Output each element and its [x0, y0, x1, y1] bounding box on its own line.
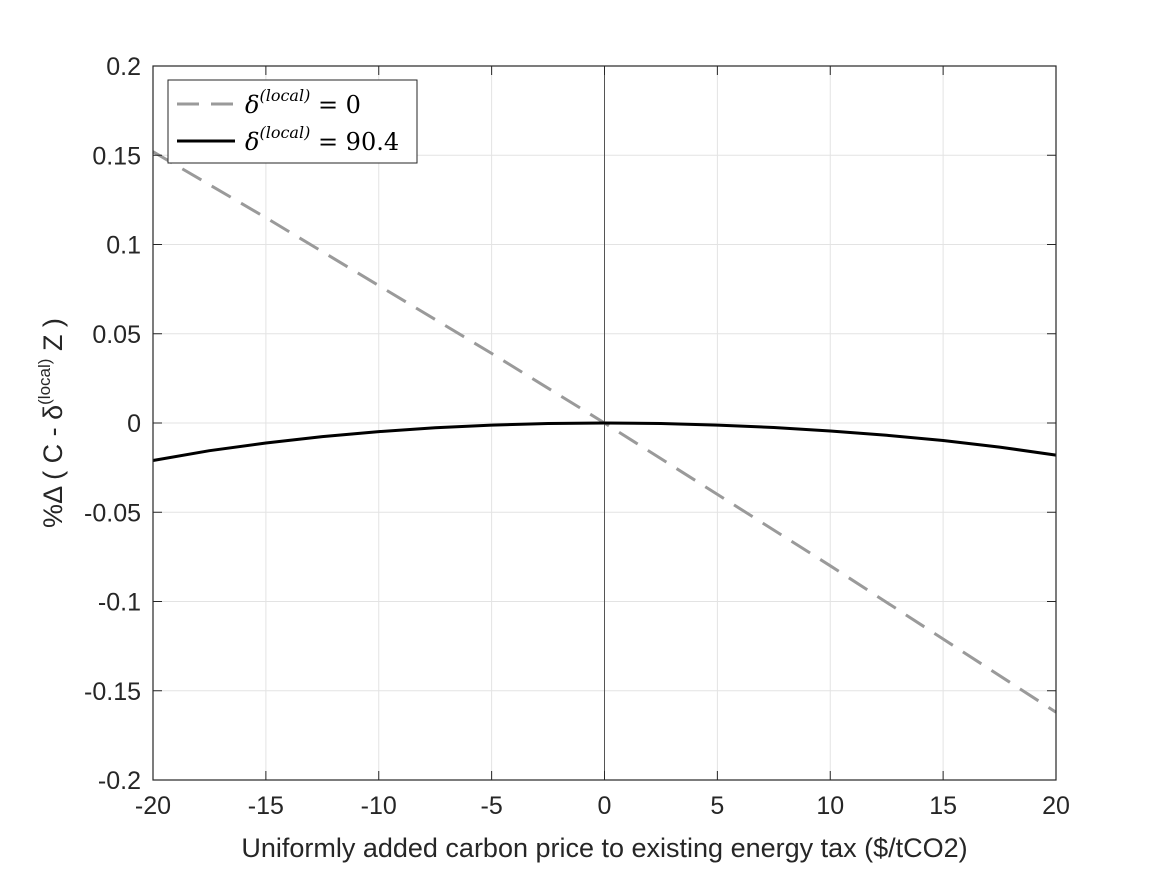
- legend-entry-1-sup: (local): [259, 86, 310, 105]
- legend-entry-2-rest: = 90.4: [310, 128, 399, 156]
- y-tick-label: 0.2: [106, 53, 141, 81]
- y-axis-label-suffix: Z ): [38, 318, 68, 359]
- legend-entry-series-1: δ(local) = 0: [245, 86, 361, 119]
- x-tick-label: 10: [816, 792, 844, 820]
- x-axis-label: Uniformly added carbon price to existing…: [241, 833, 967, 863]
- x-tick-label: 0: [598, 792, 612, 820]
- y-tick-label: -0.05: [84, 499, 141, 527]
- legend-entry-2-sup: (local): [259, 123, 310, 142]
- y-tick-label: -0.2: [98, 767, 141, 795]
- legend: δ(local) = 0 δ(local) = 90.4: [167, 79, 418, 164]
- y-tick-label: 0: [127, 410, 141, 438]
- x-tick-label: -20: [135, 792, 171, 820]
- series-line-2: [152, 421, 1057, 462]
- x-tick-label: -15: [248, 792, 284, 820]
- x-tick-label: 20: [1042, 792, 1070, 820]
- legend-entry-1-base: δ: [245, 91, 259, 119]
- series-layer: [152, 150, 1057, 714]
- y-tick-label: -0.1: [98, 589, 141, 617]
- legend-entry-1-rest: = 0: [310, 91, 361, 119]
- x-tick-label: -10: [361, 792, 397, 820]
- x-tick-label: 15: [929, 792, 957, 820]
- y-axis-label-sup: (local): [35, 359, 54, 405]
- tick-labels: -20 -15 -10 -5 0 5 10 15 20 -0.2 -0.15 -0.1 -0.05 0 0.…: [84, 53, 1070, 820]
- ticks: [152, 65, 1057, 781]
- legend-entry-2-base: δ: [245, 128, 259, 156]
- y-tick-label: 0.05: [92, 321, 141, 349]
- y-axis-label: %Δ ( C - δ(local) Z ): [35, 318, 68, 528]
- x-tick-label: 5: [710, 792, 724, 820]
- y-axis-label-prefix: %Δ ( C - δ: [38, 405, 68, 528]
- legend-box: [167, 79, 418, 164]
- y-tick-label: 0.15: [92, 142, 141, 170]
- legend-entry-series-2: δ(local) = 90.4: [245, 123, 399, 156]
- y-tick-label: -0.15: [84, 678, 141, 706]
- x-tick-label: -5: [481, 792, 503, 820]
- y-tick-label: 0.1: [106, 232, 141, 260]
